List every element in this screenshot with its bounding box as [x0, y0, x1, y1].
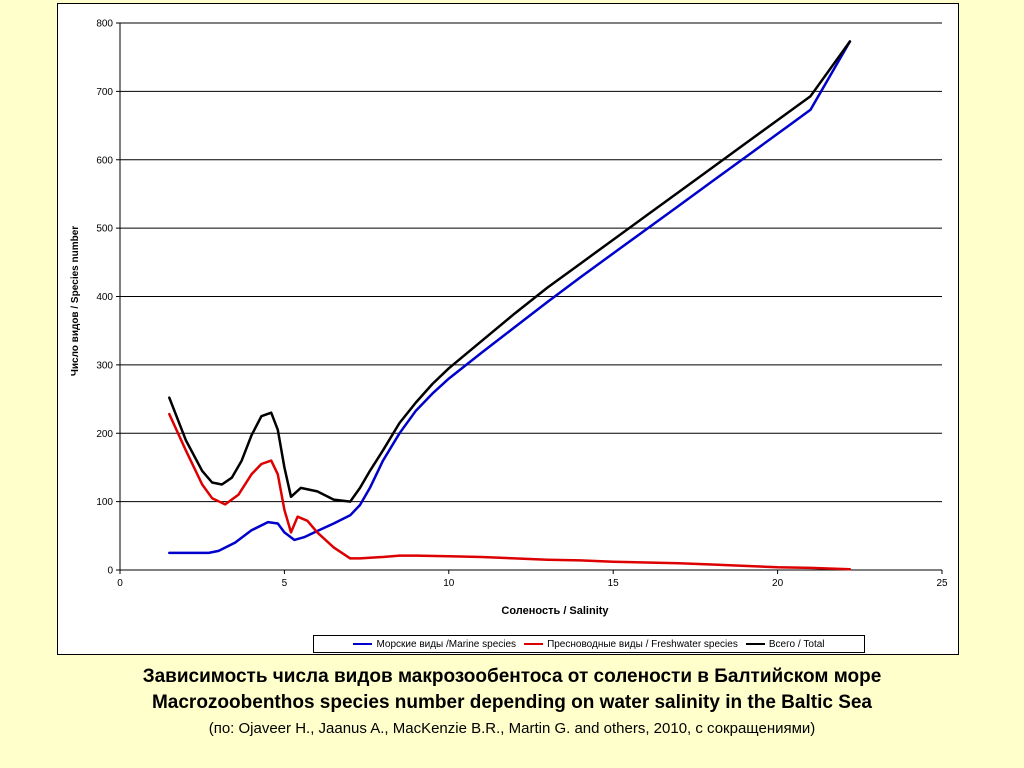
legend-item-2: Пресноводные виды / Freshwater species	[524, 639, 738, 650]
legend: Морские виды /Marine species Пресноводные…	[313, 635, 865, 653]
caption-source: (по: Ojaveer H., Jaanus A., MacKenzie B.…	[208, 720, 816, 737]
x-tick-label: 20	[772, 578, 784, 589]
caption-title-ru: Зависимость числа видов макрозообентоса …	[142, 666, 882, 687]
x-tick-label: 15	[608, 578, 620, 589]
x-tick-label: 0	[117, 578, 123, 589]
legend-swatch	[524, 643, 544, 645]
legend-item-1: Морские виды /Marine species	[353, 639, 516, 650]
legend-swatch	[745, 643, 765, 645]
y-tick-label: 500	[96, 224, 113, 235]
caption: Зависимость числа видов макрозообентоса …	[0, 664, 1024, 740]
y-tick-label: 400	[96, 292, 113, 303]
series-line-1	[168, 40, 852, 555]
x-axis-label: Соленость / Salinity	[501, 605, 609, 617]
y-tick-label: 600	[96, 155, 113, 166]
x-tick-label: 25	[936, 578, 948, 589]
legend-swatch	[353, 643, 373, 645]
y-tick-label: 300	[96, 360, 113, 371]
y-tick-label: 0	[107, 566, 113, 577]
x-tick-label: 5	[282, 578, 288, 589]
y-tick-label: 100	[96, 497, 113, 508]
x-tick-label: 10	[443, 578, 455, 589]
y-axis-label: Число видов / Species number	[70, 226, 81, 376]
line-chart: 0 100 200 300 400 500 600 700 800 0 5 10 15 20 25 Соле…	[70, 19, 948, 618]
legend-label: Морские виды /Marine species	[376, 638, 517, 650]
gridlines	[120, 22, 942, 503]
y-tick-label: 200	[96, 429, 113, 440]
axes: 0 100 200 300 400 500 600 700 800 0 5 10 15 20 25	[96, 19, 948, 590]
series-line-2	[168, 412, 852, 571]
y-tick-label: 800	[96, 19, 113, 30]
legend-label: Пресноводные виды / Freshwater species	[547, 638, 738, 650]
legend-label: Всего / Total	[768, 638, 825, 650]
series-lines	[168, 40, 852, 571]
legend-item-3: Всего / Total	[745, 638, 825, 650]
chart-frame: 0 100 200 300 400 500 600 700 800 0 5 10 15 20 25 Соле…	[57, 3, 959, 655]
series-line-3	[168, 40, 852, 503]
caption-title-en: Macrozoobenthos species number depending…	[151, 692, 873, 713]
y-tick-label: 700	[96, 87, 113, 98]
